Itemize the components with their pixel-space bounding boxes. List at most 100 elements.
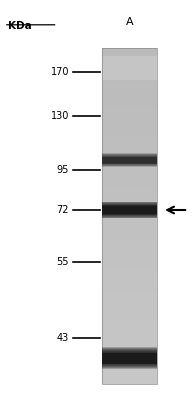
- Bar: [102, 51, 157, 55]
- Bar: [102, 350, 157, 366]
- Bar: [102, 297, 157, 300]
- Bar: [102, 88, 157, 92]
- Bar: [102, 354, 157, 362]
- Bar: [102, 370, 157, 374]
- Bar: [102, 350, 157, 354]
- Bar: [102, 48, 157, 51]
- Bar: [102, 293, 157, 297]
- Bar: [102, 266, 157, 270]
- Bar: [102, 317, 157, 320]
- Bar: [102, 300, 157, 303]
- Bar: [102, 206, 157, 214]
- Text: A: A: [126, 17, 133, 27]
- Bar: [102, 135, 157, 139]
- Bar: [102, 56, 157, 80]
- Bar: [102, 156, 157, 164]
- Bar: [102, 246, 157, 250]
- Bar: [102, 156, 157, 159]
- Bar: [102, 203, 157, 217]
- Bar: [102, 223, 157, 226]
- Text: KDa: KDa: [8, 21, 31, 31]
- Bar: [102, 102, 157, 105]
- Bar: [102, 146, 157, 149]
- Bar: [102, 129, 157, 132]
- Text: 130: 130: [51, 111, 69, 121]
- Bar: [102, 290, 157, 293]
- Bar: [102, 253, 157, 256]
- Bar: [102, 353, 157, 363]
- Text: 55: 55: [57, 257, 69, 267]
- Bar: [102, 286, 157, 290]
- Bar: [102, 58, 157, 62]
- Bar: [102, 202, 157, 218]
- Bar: [102, 205, 157, 215]
- Bar: [102, 98, 157, 102]
- Bar: [102, 276, 157, 280]
- Bar: [102, 364, 157, 367]
- Bar: [102, 347, 157, 369]
- Bar: [102, 172, 157, 176]
- Bar: [102, 149, 157, 152]
- Bar: [102, 236, 157, 240]
- Bar: [102, 207, 157, 213]
- Bar: [102, 320, 157, 324]
- Bar: [102, 349, 157, 367]
- Bar: [102, 85, 157, 88]
- Bar: [102, 95, 157, 98]
- Bar: [102, 92, 157, 95]
- Bar: [102, 156, 157, 164]
- Bar: [102, 155, 157, 165]
- Bar: [102, 202, 157, 206]
- Bar: [102, 176, 157, 179]
- Bar: [102, 270, 157, 273]
- Bar: [102, 139, 157, 142]
- Bar: [102, 216, 157, 219]
- Bar: [102, 352, 157, 364]
- Bar: [102, 125, 157, 129]
- Bar: [102, 307, 157, 310]
- Bar: [102, 186, 157, 189]
- Bar: [102, 199, 157, 202]
- Bar: [102, 354, 157, 357]
- Bar: [102, 256, 157, 260]
- Text: 43: 43: [57, 333, 69, 343]
- Bar: [102, 158, 157, 162]
- Bar: [102, 166, 157, 169]
- Bar: [102, 142, 157, 146]
- Bar: [102, 351, 157, 365]
- Bar: [102, 250, 157, 253]
- Bar: [102, 230, 157, 233]
- Bar: [102, 206, 157, 214]
- Bar: [102, 179, 157, 182]
- Bar: [102, 334, 157, 337]
- Bar: [102, 189, 157, 192]
- Bar: [102, 159, 157, 162]
- Bar: [102, 352, 157, 364]
- Bar: [102, 330, 157, 334]
- Bar: [102, 367, 157, 370]
- Bar: [102, 105, 157, 108]
- Bar: [102, 157, 157, 163]
- Bar: [102, 283, 157, 286]
- Text: 72: 72: [57, 205, 69, 215]
- Bar: [102, 153, 157, 167]
- Bar: [102, 327, 157, 330]
- Bar: [102, 209, 157, 213]
- Bar: [102, 48, 157, 384]
- Text: 170: 170: [51, 67, 69, 77]
- Bar: [102, 72, 157, 75]
- Bar: [102, 347, 157, 350]
- Bar: [102, 243, 157, 246]
- Bar: [102, 206, 157, 209]
- Bar: [102, 374, 157, 377]
- Bar: [102, 344, 157, 347]
- Bar: [102, 154, 157, 166]
- Bar: [102, 280, 157, 283]
- Bar: [102, 62, 157, 65]
- Bar: [102, 260, 157, 263]
- Bar: [102, 118, 157, 122]
- Bar: [102, 115, 157, 118]
- Bar: [102, 303, 157, 307]
- Bar: [102, 204, 157, 216]
- Bar: [102, 233, 157, 236]
